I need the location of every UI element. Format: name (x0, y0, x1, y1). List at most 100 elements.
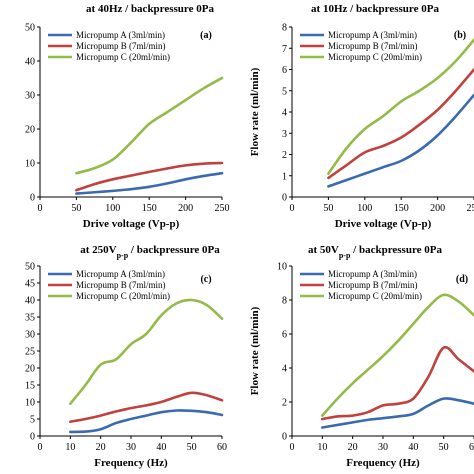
series-line-3 (69, 298, 224, 405)
legend: Micropump A (3ml/min)Micropump B (7ml/mi… (300, 30, 422, 62)
series-line-3 (321, 293, 474, 417)
panel-label: (c) (200, 274, 211, 285)
y-tick-label: 20 (25, 125, 35, 136)
y-tick-label: 45 (25, 279, 35, 290)
y-tick-label: 50 (25, 23, 35, 34)
x-tick-label: 100 (105, 203, 120, 214)
y-tick-label: 3 (282, 129, 287, 140)
x-tick-label: 20 (96, 442, 106, 453)
series-line-1 (321, 397, 474, 429)
legend-label: Micropump A (3ml/min) (76, 30, 165, 40)
x-tick-label: 250 (467, 203, 474, 214)
y-tick-label: 2 (282, 150, 287, 161)
x-axis-label: Frequency (Hz) (346, 457, 420, 469)
x-axis-label: Drive voltage (Vp-p) (83, 218, 180, 230)
chart-panel-a: at 40Hz / backpressure 0Pa 0 10 20 30 40 50 0 50… (25, 3, 230, 230)
legend-label: Micropump B (7ml/min) (76, 280, 166, 290)
y-axis-label: Flow rate (ml/min) (249, 306, 261, 395)
chart-panel-c: at 250Vp-p / backpressure 0Pa 0 5 10 15 20 25 3… (25, 244, 227, 469)
y-tick-label: 4 (282, 108, 287, 119)
y-tick-label: 4 (282, 364, 287, 375)
legend: Micropump A (3ml/min)Micropump B (7ml/mi… (300, 269, 422, 301)
x-tick-label: 50 (187, 442, 197, 453)
y-tick-label: 30 (25, 330, 35, 341)
x-tick-label: 60 (469, 442, 474, 453)
legend-label: Micropump B (7ml/min) (328, 280, 418, 290)
y-tick-label: 40 (25, 296, 35, 307)
x-tick-label: 0 (38, 203, 43, 214)
x-tick-label: 30 (126, 442, 136, 453)
legend-label: Micropump A (3ml/min) (76, 269, 165, 279)
panel-label: (d) (456, 274, 468, 285)
y-tick-label: 10 (277, 262, 287, 273)
y-tick-label: 40 (25, 57, 35, 68)
y-tick-label: 0 (282, 432, 287, 443)
y-tick-label: 35 (25, 313, 35, 324)
x-tick-label: 20 (348, 442, 358, 453)
legend-label: Micropump A (3ml/min) (328, 269, 417, 279)
legend: Micropump A (3ml/min)Micropump B (7ml/mi… (48, 269, 170, 301)
x-axis-label: Drive voltage (Vp-p) (335, 218, 432, 230)
y-tick-label: 50 (25, 262, 35, 273)
y-tick-label: 5 (282, 86, 287, 97)
chart-title: at 40Hz / backpressure 0Pa (86, 3, 214, 15)
series-line-2 (321, 345, 474, 421)
panel-label: (b) (454, 30, 466, 41)
series-line-3 (327, 38, 474, 175)
series-line-2 (327, 68, 474, 180)
legend-label: Micropump C (20ml/min) (328, 52, 422, 62)
x-tick-label: 60 (217, 442, 227, 453)
series-line-2 (75, 161, 224, 192)
series-line-1 (69, 409, 224, 434)
x-tick-label: 10 (65, 442, 75, 453)
x-tick-label: 200 (178, 203, 193, 214)
legend-label: Micropump C (20ml/min) (328, 291, 422, 301)
chart-panel-b: at 10Hz / backpressure 0Pa 0 1 2 3 4 5 6 7 8 0 50 10… (249, 3, 474, 230)
y-tick-label: 6 (282, 65, 287, 76)
legend-label: Micropump B (7ml/min) (328, 41, 418, 51)
chart-panel-d: at 50Vp-p / backpressure 0Pa 0 2 4 6 8 10 0 10 20… (249, 244, 474, 469)
x-tick-label: 50 (323, 203, 333, 214)
x-tick-label: 200 (430, 203, 445, 214)
y-tick-label: 0 (282, 193, 287, 204)
y-tick-label: 7 (282, 44, 287, 55)
panel-label: (a) (200, 30, 212, 41)
series-line-3 (75, 76, 224, 175)
x-tick-label: 0 (290, 203, 295, 214)
y-tick-label: 6 (282, 330, 287, 341)
legend-label: Micropump C (20ml/min) (76, 52, 170, 62)
x-tick-label: 40 (156, 442, 166, 453)
y-tick-label: 8 (282, 23, 287, 34)
x-tick-label: 0 (290, 442, 295, 453)
x-axis-label: Frequency (Hz) (94, 457, 168, 469)
x-tick-label: 100 (357, 203, 372, 214)
y-tick-label: 30 (25, 91, 35, 102)
y-tick-label: 5 (30, 415, 35, 426)
chart-title: at 250Vp-p / backpressure 0Pa (80, 244, 220, 260)
legend-label: Micropump A (3ml/min) (328, 30, 417, 40)
y-tick-label: 15 (25, 381, 35, 392)
y-tick-label: 25 (25, 347, 35, 358)
y-tick-label: 1 (282, 171, 287, 182)
y-tick-label: 0 (30, 193, 35, 204)
x-tick-label: 0 (38, 442, 43, 453)
x-tick-label: 50 (71, 203, 81, 214)
series-line-1 (327, 93, 474, 188)
y-tick-label: 10 (25, 159, 35, 170)
x-tick-label: 150 (142, 203, 157, 214)
y-tick-label: 0 (30, 432, 35, 443)
x-tick-label: 50 (439, 442, 449, 453)
chart-title: at 10Hz / backpressure 0Pa (311, 3, 439, 15)
y-tick-label: 2 (282, 398, 287, 409)
legend-label: Micropump C (20ml/min) (76, 291, 170, 301)
series-line-2 (69, 391, 224, 424)
series-line-1 (75, 171, 224, 195)
chart-title: at 50Vp-p / backpressure 0Pa (308, 244, 442, 260)
y-tick-label: 20 (25, 364, 35, 375)
y-tick-label: 8 (282, 296, 287, 307)
y-tick-label: 10 (25, 398, 35, 409)
x-tick-label: 30 (378, 442, 388, 453)
legend: Micropump A (3ml/min)Micropump B (7ml/mi… (48, 30, 170, 62)
x-tick-label: 250 (215, 203, 230, 214)
